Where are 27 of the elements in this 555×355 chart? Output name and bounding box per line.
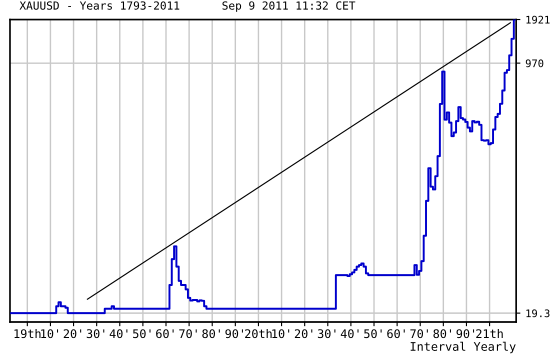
x-tick-label: 10' (41, 329, 58, 338)
y-tick-label: 970 (526, 59, 544, 68)
chart-subtitle: Sep 9 2011 11:32 CET (222, 1, 356, 12)
y-tick-label: 1921 (526, 16, 550, 24)
y-tick-label: 19.3 (526, 309, 550, 318)
x-tick-label: 60' (387, 329, 405, 338)
x-tick-label: 20th (245, 328, 272, 338)
chart-title: XAUUSD - Years 1793-2011 (20, 1, 180, 10)
x-tick-label: 19th (14, 328, 40, 338)
x-tick-label: 30' (318, 329, 336, 338)
x-tick-label: 50' (133, 329, 150, 338)
x-tick-label: 80' (202, 329, 220, 338)
x-tick-label: 70' (410, 329, 428, 338)
x-tick-label: 90' (456, 329, 474, 338)
x-tick-label: 30' (86, 329, 104, 338)
x-tick-label: 10' (272, 329, 290, 338)
x-tick-label: 90' (225, 329, 243, 338)
x-tick-label: 80' (433, 329, 451, 338)
x-tick-label: 40' (110, 329, 128, 338)
x-tick-label: 20' (64, 329, 82, 338)
x-tick-label: 60' (156, 329, 174, 338)
x-tick-label: 21th (476, 328, 503, 338)
text: Interval Yearly (410, 342, 516, 354)
x-tick-label: 20' (294, 329, 312, 338)
x-tick-label: 50' (364, 329, 382, 338)
x-tick-label: 40' (340, 329, 358, 338)
x-tick-label: 70' (179, 329, 197, 338)
